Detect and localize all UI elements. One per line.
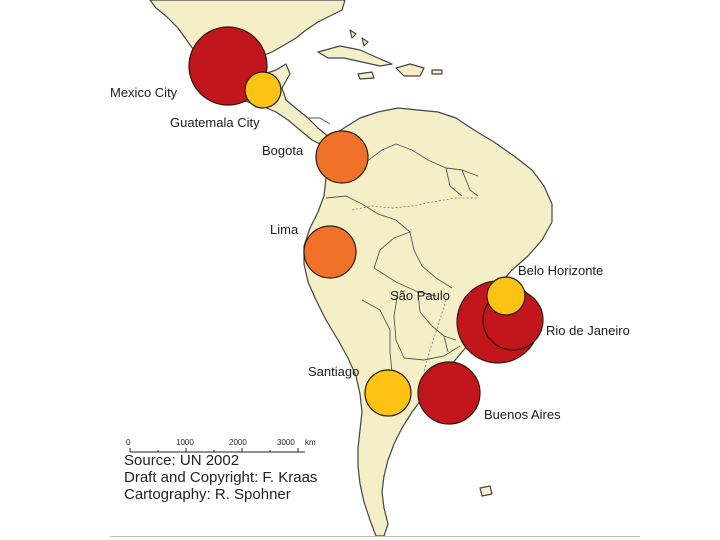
land-hispaniola <box>395 63 425 77</box>
label-buenos-aires: Buenos Aires <box>484 407 561 422</box>
city-labels: Mexico City Guatemala City Bogota Lima B… <box>110 85 630 422</box>
land-puerto-rico <box>431 69 443 75</box>
label-bogota: Bogota <box>262 143 304 158</box>
river-parana <box>423 299 447 373</box>
bottom-rule <box>110 536 640 537</box>
label-santiago: Santiago <box>308 364 359 379</box>
land-falklands <box>479 485 493 497</box>
scale-tick-1000: 1000 <box>176 438 194 447</box>
credit-draft: Draft and Copyright: F. Kraas <box>124 469 318 486</box>
scale-tick-3000: 3000 <box>277 438 295 447</box>
city-circles <box>188 26 544 425</box>
map-credits: Source: UN 2002 Draft and Copyright: F. … <box>124 452 317 503</box>
city-circle-guatemala-city <box>244 71 282 109</box>
scale-tick-0: 0 <box>126 438 131 447</box>
label-guatemala-city: Guatemala City <box>170 115 260 130</box>
land-cuba <box>317 45 393 67</box>
credit-cartography: Cartography: R. Spohner <box>124 486 291 503</box>
scale-unit: km <box>305 438 316 447</box>
city-circle-buenos-aires <box>417 361 481 425</box>
city-circle-santiago <box>364 369 412 417</box>
river-amazon <box>351 197 478 211</box>
label-belo-horizonte: Belo Horizonte <box>518 263 603 278</box>
label-rio-de-janeiro: Rio de Janeiro <box>546 323 630 338</box>
land-jamaica <box>357 71 375 80</box>
city-circle-lima <box>303 225 357 279</box>
scale-tick-2000: 2000 <box>229 438 247 447</box>
label-lima: Lima <box>270 222 299 237</box>
label-sao-paulo: São Paulo <box>390 288 450 303</box>
city-circle-belo-horizonte <box>486 276 526 316</box>
rivers-layer <box>351 197 478 373</box>
city-circle-bogota <box>315 130 369 184</box>
credit-source: Source: UN 2002 <box>124 452 240 469</box>
land-bahamas <box>349 29 369 47</box>
scale-bar: 0 1000 2000 3000 km <box>126 438 316 453</box>
label-mexico-city: Mexico City <box>110 85 178 100</box>
